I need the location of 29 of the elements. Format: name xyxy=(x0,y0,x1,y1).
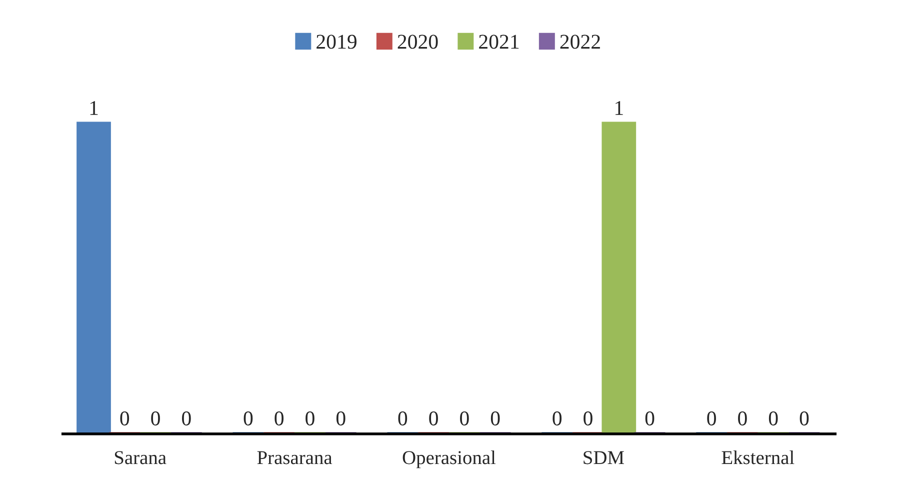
x-tick-label: Sarana xyxy=(114,451,166,464)
data-label: 0 xyxy=(552,411,562,426)
data-label: 0 xyxy=(244,411,253,426)
x-tick-label: Eksternal xyxy=(722,450,794,464)
legend-label: 2020 xyxy=(398,34,438,49)
data-label: 0 xyxy=(398,411,408,426)
data-label: 0 xyxy=(120,411,130,426)
x-tick-label: SDM xyxy=(584,451,624,464)
data-label: 1 xyxy=(616,101,623,115)
data-label: 0 xyxy=(645,411,654,426)
data-label: 0 xyxy=(182,411,191,426)
data-label: 0 xyxy=(707,411,716,426)
data-label: 0 xyxy=(800,411,809,426)
data-label: 0 xyxy=(460,411,469,426)
data-label: 1 xyxy=(90,101,98,115)
data-label: 0 xyxy=(490,411,500,426)
data-label: 0 xyxy=(274,411,284,426)
data-label: 0 xyxy=(336,411,346,426)
legend-label: 2019 xyxy=(316,34,356,49)
x-tick-label: Operasional xyxy=(402,450,496,468)
legend-label: 2021 xyxy=(479,34,519,49)
data-label: 0 xyxy=(306,411,314,426)
data-label: 0 xyxy=(768,411,778,426)
data-label: 0 xyxy=(738,411,747,426)
data-label: 0 xyxy=(584,411,592,426)
data-label: 0 xyxy=(151,411,160,426)
data-label: 0 xyxy=(429,411,438,426)
x-tick-label: Prasarana xyxy=(257,451,332,464)
legend-label: 2022 xyxy=(560,34,600,49)
